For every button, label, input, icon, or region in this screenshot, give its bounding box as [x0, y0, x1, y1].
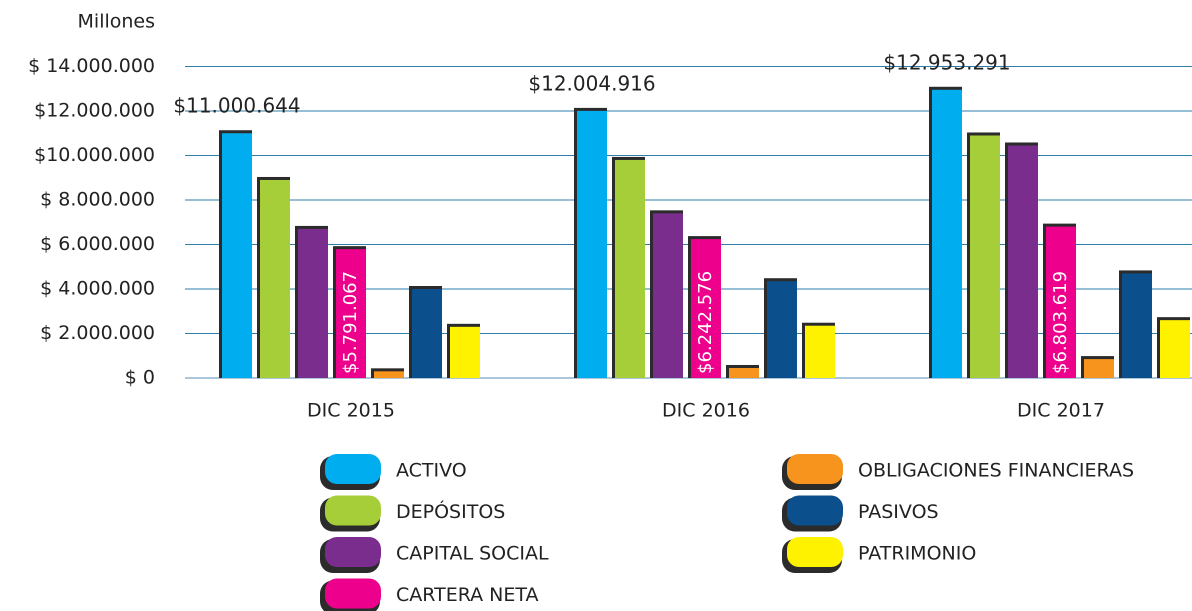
bar: [932, 89, 962, 378]
bar: [1008, 145, 1038, 378]
bar: [1160, 320, 1190, 378]
legend-label: CARTERA NETA: [396, 584, 539, 606]
bar: [412, 289, 442, 378]
y-tick-label: $ 8.000.000: [40, 189, 155, 211]
y-axis-label: Millones: [78, 11, 155, 33]
y-tick-label: $ 0: [125, 367, 155, 389]
bar: [577, 110, 607, 378]
legend-label: ACTIVO: [396, 460, 467, 482]
value-label: $12.953.291: [883, 50, 1010, 74]
x-tick-label: DIC 2015: [307, 400, 395, 422]
x-tick-label: DIC 2017: [1017, 400, 1105, 422]
value-label: $5.791.067: [340, 271, 361, 374]
x-tick-label: DIC 2016: [662, 400, 750, 422]
legend-swatch: [787, 454, 843, 484]
legend-label: OBLIGACIONES FINANCIERAS: [858, 460, 1134, 482]
bar: [222, 133, 252, 378]
bar: [653, 213, 683, 378]
legend-swatch: [787, 537, 843, 567]
bar: [336, 249, 366, 378]
y-tick-label: $ 14.000.000: [28, 55, 155, 77]
bar: [729, 367, 759, 378]
y-tick-label: $ 2.000.000: [40, 322, 155, 344]
legend-label: PASIVOS: [858, 501, 939, 523]
bar: [450, 326, 480, 378]
bar: [374, 371, 404, 378]
legend-swatch: [787, 495, 843, 526]
bar: [1084, 359, 1114, 378]
legend-swatch: [325, 454, 381, 484]
value-label: $11.000.644: [173, 94, 300, 118]
value-label: $12.004.916: [528, 71, 655, 95]
bar: [298, 228, 328, 378]
value-label: $6.242.576: [695, 271, 716, 374]
bar: [691, 239, 721, 378]
bar: [615, 159, 645, 378]
y-tick-label: $ 6.000.000: [40, 233, 155, 255]
bar: [970, 135, 1000, 378]
legend-swatch: [325, 495, 381, 526]
legend-label: PATRIMONIO: [858, 543, 976, 565]
bar: [1046, 226, 1076, 378]
bar: [1122, 273, 1152, 378]
legend-swatch: [325, 578, 381, 609]
legend-label: DEPÓSITOS: [396, 499, 505, 523]
y-tick-label: $ 4.000.000: [40, 278, 155, 300]
bar: [260, 179, 290, 378]
y-tick-label: $10.000.000: [34, 144, 155, 166]
y-tick-label: $12.000.000: [34, 100, 155, 122]
bar: [767, 281, 797, 378]
legend-label: CAPITAL SOCIAL: [396, 543, 549, 565]
bar: [805, 325, 835, 378]
legend-swatch: [325, 537, 381, 567]
value-label: $6.803.619: [1050, 271, 1071, 374]
